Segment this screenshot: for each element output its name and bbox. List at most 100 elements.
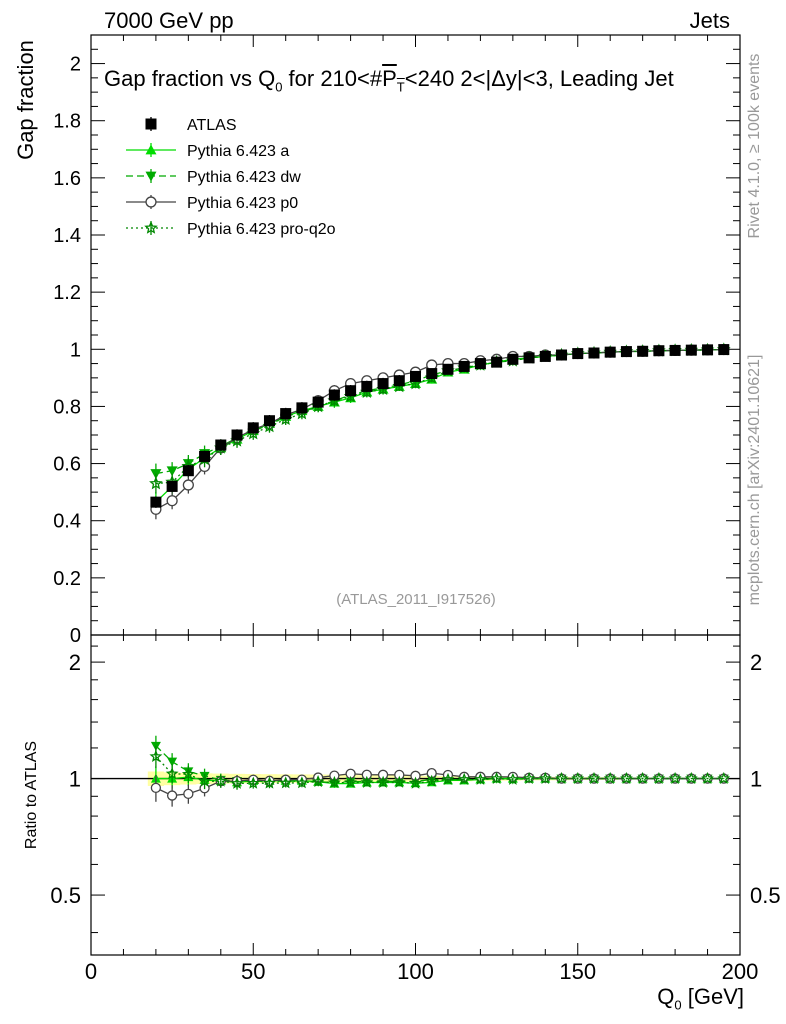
ratio-point — [571, 771, 585, 784]
data-point — [539, 350, 551, 362]
ratio-point — [409, 776, 422, 789]
ratio-point — [181, 767, 195, 780]
series-line — [155, 348, 724, 485]
ratio-point — [279, 776, 293, 789]
title-q-subscript: 0 — [275, 79, 283, 95]
ratio-point — [295, 776, 309, 789]
ratio-point — [230, 776, 244, 789]
y-tick-label: 2 — [70, 54, 81, 76]
data-point — [361, 380, 373, 392]
energy-label: 7000 GeV pp — [104, 8, 234, 33]
data-point — [620, 346, 632, 358]
y-tick-label: 1 — [70, 339, 81, 361]
data-point — [393, 375, 405, 387]
data-point — [231, 429, 243, 441]
x-tick-label: 50 — [241, 959, 265, 984]
data-point — [588, 347, 600, 359]
data-point — [166, 495, 178, 507]
data-point — [474, 358, 486, 370]
legend-marker-pythia-6-423-pro-q2o — [144, 220, 158, 234]
legend-marker-pythia-6-423-dw — [145, 171, 157, 182]
ratio-point — [376, 775, 390, 788]
data-point — [182, 465, 194, 477]
x-axis-title-subscript: 0 — [674, 997, 682, 1013]
legend-label-pythia-6-423-dw: Pythia 6.423 dw — [187, 169, 301, 186]
ratio-tick-label: 1 — [69, 767, 81, 792]
ratio-point — [214, 774, 228, 787]
ratio-point — [473, 772, 487, 785]
data-point — [442, 363, 454, 375]
data-point — [491, 356, 503, 368]
data-point — [685, 344, 697, 356]
ratio-series-pythia-6-423-pro-q2o — [149, 745, 731, 790]
title-text-a: Gap fraction vs Q — [104, 66, 276, 91]
ratio-point — [149, 749, 163, 762]
title-pt-symbol: PT — [382, 66, 405, 94]
data-point — [199, 450, 211, 462]
ratio-point — [183, 788, 194, 800]
ratio-point — [701, 771, 714, 784]
y-tick-label: 0.6 — [53, 454, 81, 476]
series-atlas — [150, 344, 730, 508]
ratio-point — [441, 772, 455, 785]
x-tick-label: 200 — [722, 959, 759, 984]
y-axis-title: Gap fraction — [13, 40, 38, 160]
process-label: Jets — [689, 8, 730, 33]
y-tick-label: 1.4 — [53, 225, 81, 247]
y-tick-label: 0.4 — [53, 511, 81, 533]
ratio-tick-label: 0.5 — [50, 883, 81, 908]
ratio-point — [603, 771, 617, 784]
ratio-tick-label-right: 0.5 — [750, 883, 781, 908]
legend-marker-pythia-6-423-p0 — [145, 196, 157, 208]
ratio-point — [166, 790, 178, 801]
ratio-point — [311, 775, 325, 788]
data-point — [653, 345, 665, 357]
plot-title: Gap fraction vs Q0 for 210<#PT<240 2<|Δy… — [104, 66, 674, 94]
ratio-point — [555, 771, 568, 784]
data-point — [426, 368, 438, 380]
data-point — [345, 385, 357, 397]
data-point — [637, 345, 649, 357]
ratio-point — [165, 767, 179, 780]
legend-marker-pythia-6-423-a — [145, 144, 157, 155]
series-line — [155, 348, 724, 475]
data-point — [182, 479, 194, 491]
series-pythia-6-423-dw — [150, 345, 730, 484]
ratio-tick-label-right: 1 — [750, 767, 762, 792]
y-tick-label: 1.6 — [53, 168, 81, 190]
legend-label-atlas: ATLAS — [187, 117, 237, 134]
ratio-point — [522, 771, 536, 784]
x-tick-label: 150 — [559, 959, 596, 984]
data-point — [328, 389, 340, 401]
ratio-point — [246, 776, 260, 789]
x-axis-title-q: Q — [657, 984, 675, 1009]
data-point — [410, 370, 421, 382]
ratio-point — [457, 772, 471, 785]
legend: ATLAS Pythia 6.423 a Pythia 6.423 dw Pythia… — [126, 117, 336, 238]
title-text-b: for 210<# — [282, 66, 383, 91]
ratio-point — [360, 775, 374, 788]
ratio-y-axis-title: Ratio to ATLAS — [23, 740, 40, 850]
ratio-point — [150, 782, 162, 794]
y-tick-label: 0 — [70, 625, 81, 647]
ratio-point — [167, 757, 178, 767]
legend-label-pythia-6-423-pro-q2o: Pythia 6.423 pro-q2o — [187, 221, 336, 238]
ratio-point — [344, 775, 358, 788]
ratio-point — [684, 771, 698, 784]
y-tick-label: 0.8 — [53, 396, 81, 418]
data-point — [149, 476, 163, 490]
data-point — [669, 344, 681, 356]
data-point — [263, 415, 275, 427]
data-point — [150, 496, 162, 508]
ratio-point — [263, 776, 276, 789]
x-axis-title: Q0 [GeV] — [657, 984, 744, 1012]
ratio-point — [717, 771, 731, 784]
ratio-point — [392, 775, 406, 788]
legend-label-pythia-6-423-p0: Pythia 6.423 p0 — [187, 195, 298, 212]
series-pythia-6-423-pro-q2o — [149, 342, 731, 494]
ratio-point — [506, 772, 520, 785]
ratio-point — [490, 771, 504, 784]
y-tick-label: 0.2 — [53, 568, 81, 590]
ratio-point — [636, 771, 650, 784]
